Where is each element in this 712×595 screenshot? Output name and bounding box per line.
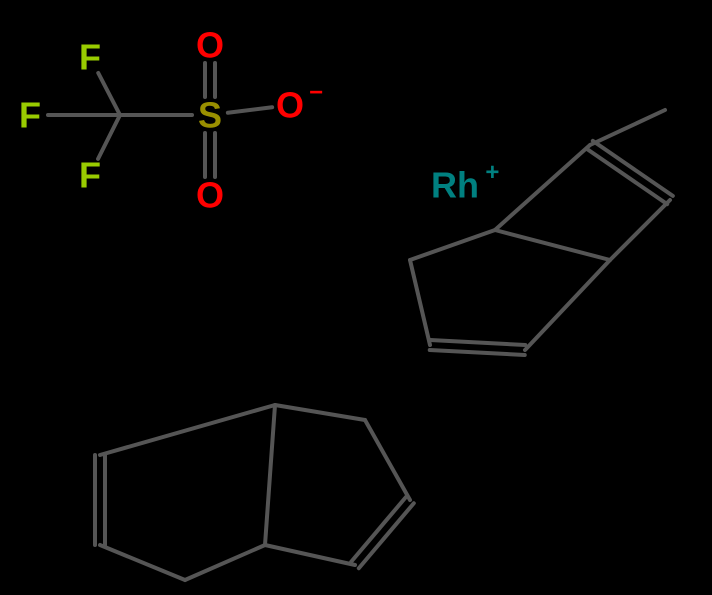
charge-superscript: − <box>309 79 323 106</box>
f-atom: F <box>79 37 101 78</box>
charge-superscript: + <box>485 159 499 186</box>
f-atom: F <box>79 155 101 196</box>
f-atom: F <box>19 95 41 136</box>
s-atom: S <box>198 95 222 136</box>
rh-atom: Rh <box>431 165 479 206</box>
o-atom: O <box>196 175 224 216</box>
o-atom: O <box>196 25 224 66</box>
o-atom: O <box>276 85 304 126</box>
molecule-diagram: FFFOSO−ORh+ <box>0 0 712 595</box>
